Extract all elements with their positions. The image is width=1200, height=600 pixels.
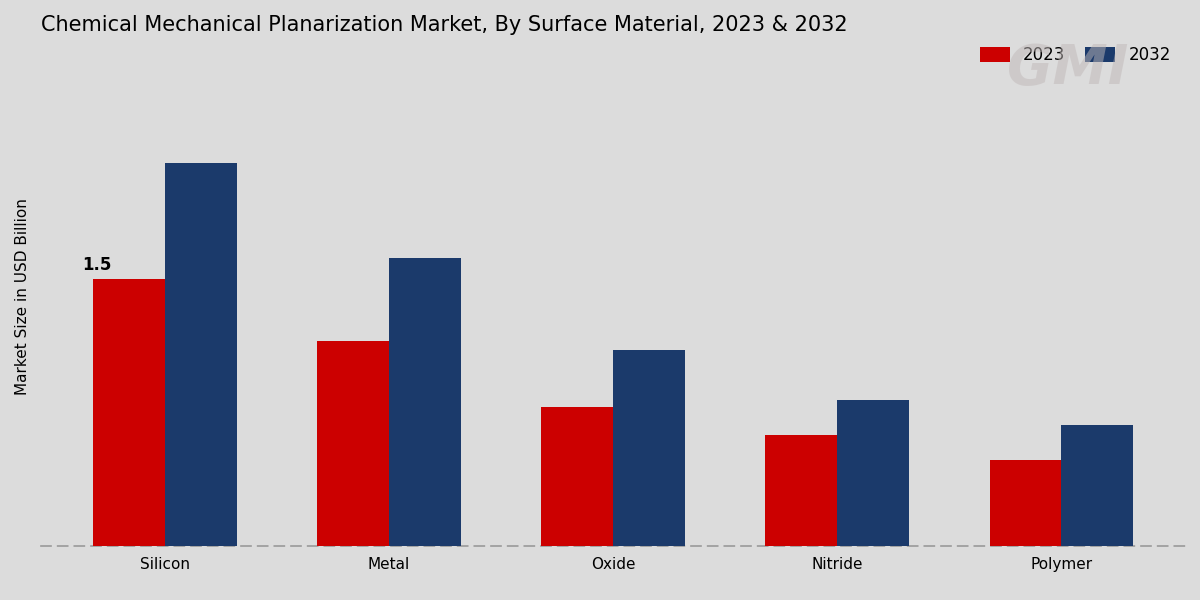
Bar: [990, 460, 1061, 545]
Bar: [164, 163, 236, 545]
Legend: 2023, 2032: 2023, 2032: [979, 46, 1171, 64]
Y-axis label: Market Size in USD Billion: Market Size in USD Billion: [14, 198, 30, 395]
Text: GMI: GMI: [1007, 42, 1129, 96]
Bar: [766, 436, 838, 545]
Bar: [541, 407, 613, 545]
Bar: [389, 257, 461, 545]
Text: Chemical Mechanical Planarization Market, By Surface Material, 2023 & 2032: Chemical Mechanical Planarization Market…: [41, 15, 847, 35]
Bar: [94, 279, 164, 545]
Bar: [317, 341, 389, 545]
Bar: [613, 350, 685, 545]
Bar: [1061, 425, 1133, 545]
Text: 1.5: 1.5: [83, 256, 112, 274]
Bar: [838, 400, 908, 545]
